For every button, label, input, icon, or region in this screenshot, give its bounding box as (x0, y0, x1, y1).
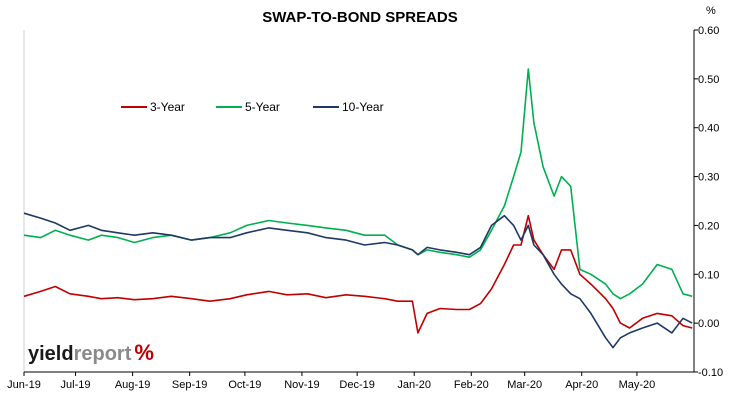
chart-title: SWAP-TO-BOND SPREADS (262, 9, 458, 26)
series-line-10-year (23, 212, 693, 349)
x-tick-label: Jul-19 (61, 379, 91, 391)
logo-part-percent: % (134, 340, 154, 365)
x-tick-label: May-20 (619, 379, 656, 391)
yieldreport-logo: yieldreport% (28, 340, 154, 365)
x-tick-label: Nov-19 (284, 379, 319, 391)
legend-label-5-year: 5-Year (245, 100, 280, 114)
x-tick-label: Feb-20 (454, 379, 489, 391)
x-tick-label: Mar-20 (507, 379, 542, 391)
x-tick-labels: Jun-19 Jul-19 Aug-19 Sep-19 Oct-19 Nov-19 Dec-… (7, 372, 655, 391)
legend-label-3-year: 3-Year (150, 100, 185, 114)
logo-part-yield: yield (28, 343, 74, 365)
x-tick-label: Apr-20 (565, 379, 598, 391)
y-tick-label: 0.20 (698, 220, 719, 232)
y-tick-label: 0.60 (698, 25, 719, 37)
y-tick-label: -0.10 (698, 367, 723, 379)
y-tick-label: 0.40 (698, 123, 719, 135)
series-lines (23, 68, 693, 349)
y-tick-labels: 0.60 0.50 0.40 0.30 0.20 0.10 0.00 -0.10 (694, 25, 723, 379)
legend: 3-Year 5-Year 10-Year (121, 100, 384, 114)
y-tick-label: 0.50 (698, 74, 719, 86)
x-tick-label: Oct-19 (228, 379, 261, 391)
y-axis-unit-label: % (706, 5, 716, 17)
legend-label-10-year: 10-Year (342, 100, 384, 114)
series-line-3-year (23, 214, 693, 334)
x-tick-label: Jan-20 (397, 379, 431, 391)
x-tick-label: Jun-19 (7, 379, 41, 391)
y-tick-label: 0.30 (698, 172, 719, 184)
logo-part-report: report (74, 343, 132, 365)
y-tick-label: 0.10 (698, 269, 719, 281)
series-line-5-year (23, 68, 693, 300)
x-tick-label: Aug-19 (115, 379, 150, 391)
x-tick-label: Dec-19 (339, 379, 374, 391)
y-tick-label: 0.00 (698, 318, 719, 330)
x-tick-label: Sep-19 (172, 379, 207, 391)
